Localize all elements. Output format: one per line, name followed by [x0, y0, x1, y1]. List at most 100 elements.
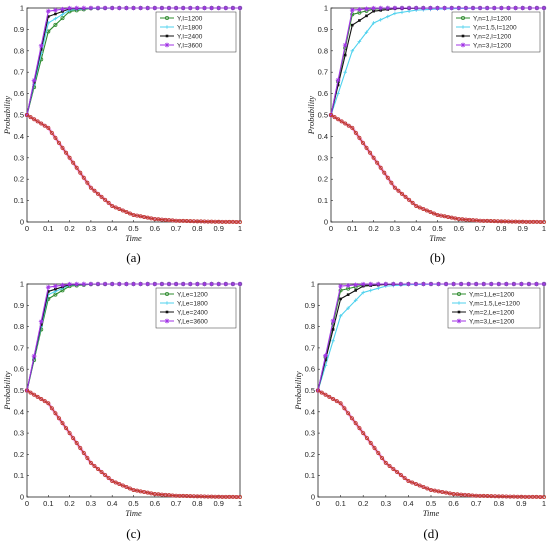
data-point: [152, 281, 158, 287]
data-point: [74, 165, 79, 170]
data-point: [88, 281, 94, 287]
legend-entry: Y,I=3600: [160, 42, 203, 49]
data-point: [523, 494, 528, 499]
data-point: [54, 12, 57, 16]
data-point: [364, 436, 369, 441]
data-point: [406, 281, 411, 287]
y-tick-label: 0.6: [14, 89, 24, 98]
data-point: [508, 494, 513, 499]
data-point: [481, 281, 487, 287]
legend-label: Y,n=1,I=1200: [473, 15, 512, 22]
data-point: [42, 123, 47, 128]
series-line: [328, 5, 547, 118]
data-point: [357, 7, 362, 12]
data-point: [103, 472, 108, 477]
y-tick-label: 0.1: [305, 471, 315, 480]
y-tick-label: 0.3: [305, 429, 315, 438]
data-point: [349, 7, 355, 13]
data-point: [436, 489, 441, 494]
data-point: [407, 197, 412, 202]
data-point: [54, 287, 57, 291]
data-point: [364, 6, 369, 12]
x-tick-label: 1: [542, 499, 546, 508]
y-tick-label: 0.1: [14, 471, 24, 480]
y-tick-label: 0.9: [318, 25, 328, 34]
data-point: [56, 140, 61, 145]
data-point: [463, 5, 469, 11]
data-point: [343, 53, 347, 57]
data-point: [421, 281, 426, 287]
data-point: [67, 155, 72, 160]
x-tick-label: 0.5: [128, 499, 138, 508]
data-point: [92, 463, 97, 468]
panel-caption: (d): [423, 526, 438, 541]
data-point: [96, 466, 101, 471]
data-point: [113, 205, 118, 210]
legend-marker: [165, 34, 169, 38]
y-tick-label: 0.4: [305, 407, 315, 416]
data-point: [368, 150, 373, 155]
data-point: [431, 211, 436, 216]
data-point: [35, 394, 40, 399]
data-point: [45, 284, 51, 290]
data-point: [81, 281, 87, 287]
data-point: [417, 483, 422, 488]
data-point: [493, 494, 498, 499]
data-point: [470, 5, 476, 11]
data-point: [439, 213, 444, 218]
data-point: [78, 170, 83, 175]
y-axis-label: Probability: [293, 371, 303, 411]
y-tick-label: 0.6: [14, 365, 24, 374]
data-point: [387, 463, 392, 468]
legend-entry: Y,Le=2400: [160, 309, 208, 316]
legend: Y,I=1200 Y,I=1800 Y,I=2400 Y,I=3600: [155, 11, 237, 53]
data-point: [371, 5, 376, 11]
data-point: [135, 213, 140, 218]
legend-marker: [164, 291, 169, 296]
data-point: [353, 298, 358, 303]
data-point: [64, 150, 69, 155]
data-point: [110, 203, 115, 208]
data-point: [142, 489, 147, 494]
data-point: [376, 286, 381, 291]
legend-label: Y,I=1800: [177, 24, 203, 31]
legend-label: Y,m=1.5,Le=1200: [469, 300, 520, 307]
x-tick-label: 0.5: [128, 224, 138, 233]
data-point: [85, 455, 90, 460]
data-point: [491, 5, 497, 11]
x-tick-label: 0.7: [471, 499, 481, 508]
data-point: [339, 119, 344, 124]
data-point: [85, 180, 90, 185]
data-point: [202, 5, 207, 11]
data-point: [88, 5, 94, 11]
data-point: [462, 492, 467, 497]
y-tick-label: 0.8: [318, 46, 328, 55]
data-point: [28, 390, 33, 395]
data-point: [28, 115, 33, 120]
data-point: [71, 160, 76, 165]
x-tick-label: 0.8: [496, 224, 506, 233]
data-point: [361, 290, 365, 295]
legend: Y,Le=1200 Y,Le=1800 Y,Le=2400 Y,Le=3600: [155, 287, 237, 329]
data-point: [237, 281, 243, 287]
data-point: [145, 5, 151, 11]
data-point: [446, 214, 451, 219]
data-point: [39, 48, 43, 51]
data-point: [42, 399, 47, 404]
data-point: [149, 216, 154, 221]
series-line: [315, 281, 547, 393]
data-point: [117, 482, 122, 487]
x-tick-label: 0.9: [516, 499, 526, 508]
data-point: [477, 493, 482, 498]
data-point: [364, 30, 369, 35]
data-point: [365, 14, 368, 18]
data-point: [368, 441, 373, 446]
data-point: [520, 5, 526, 11]
y-tick-label: 0: [20, 493, 24, 502]
data-point: [24, 113, 29, 118]
data-point: [530, 494, 535, 499]
data-point: [506, 5, 511, 11]
data-point: [458, 281, 464, 287]
x-tick-label: 0.4: [411, 224, 421, 233]
